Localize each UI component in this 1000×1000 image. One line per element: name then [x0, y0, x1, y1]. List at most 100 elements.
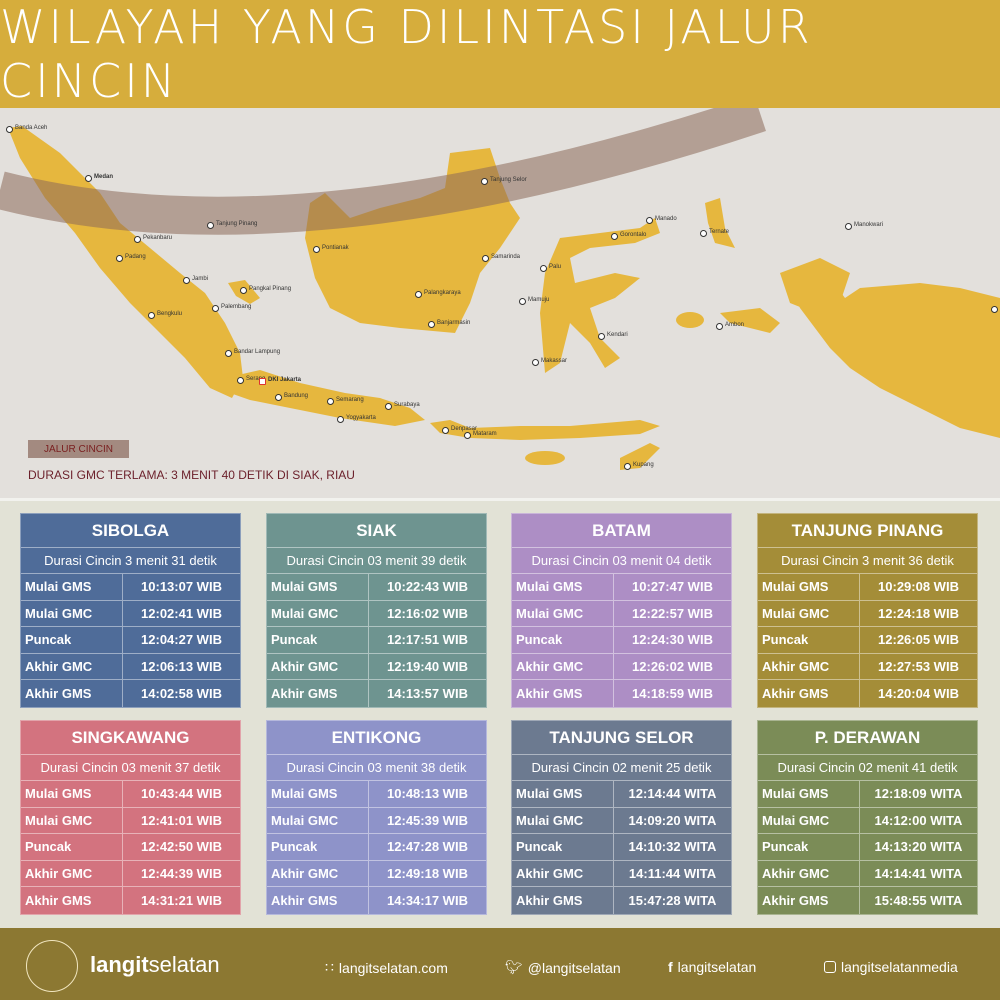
facebook-link[interactable]: f langitselatan [668, 959, 756, 975]
table-row: Puncak 12:04:27 WIB [21, 627, 240, 654]
phase-label: Akhir GMS [758, 680, 860, 707]
city-label: Samarinda [491, 254, 521, 260]
city-marker-icon [212, 305, 219, 312]
phase-time: 12:26:02 WIB [632, 659, 713, 675]
city-marker-icon [845, 223, 852, 230]
phase-time: 12:24:18 WIB [878, 605, 959, 621]
city-marker-icon [134, 236, 141, 243]
ring-duration: Durasi Cincin 02 menit 25 detik [512, 755, 731, 781]
city-marker-icon [464, 432, 471, 439]
table-row: Puncak 14:10:32 WITA [512, 834, 731, 861]
city-label: Ambon [725, 322, 745, 328]
table-row: Akhir GMC 12:19:40 WIB [267, 653, 486, 681]
twitter-icon: 🐦︎ [505, 959, 523, 975]
ring-duration: Durasi Cincin 02 menit 41 detik [758, 755, 977, 781]
facebook-text: langitselatan [677, 959, 757, 975]
phase-time: 12:49:18 WIB [387, 866, 468, 882]
seram [720, 308, 780, 333]
city-marker-icon [240, 287, 247, 294]
phase-label: Puncak [21, 834, 123, 860]
langitselatan-logo [26, 940, 78, 992]
city-label: Jambi [192, 276, 209, 282]
phase-label: Mulai GMS [21, 781, 123, 807]
city-marker-icon [611, 233, 618, 240]
legend-ring-path: JALUR CINCIN [28, 440, 129, 458]
phase-label: Akhir GMS [21, 680, 123, 707]
phase-time: 12:22:57 WIB [632, 605, 713, 621]
phase-time: 10:27:47 WIB [632, 579, 713, 595]
phase-time: 14:11:44 WITA [628, 866, 717, 882]
phase-time: 14:31:21 WIB [141, 893, 222, 909]
phase-time: 14:20:04 WIB [878, 686, 959, 702]
city-label: DKI Jakarta [268, 377, 302, 383]
location-table: P. DERAWAN Durasi Cincin 02 menit 41 deti… [757, 720, 978, 915]
table-row: Akhir GMC 12:26:02 WIB [512, 653, 731, 681]
city-marker-icon [646, 217, 653, 224]
instagram-link[interactable]: langitselatanmedia [824, 959, 958, 975]
location-name: SINGKAWANG [21, 721, 240, 755]
phase-time: 12:44:39 WIB [141, 866, 222, 882]
city-marker-icon [6, 126, 13, 133]
maluku [705, 198, 735, 248]
city-label: Banda Aceh [15, 125, 48, 131]
city-label: Palu [549, 264, 562, 270]
phase-time: 12:26:05 WIB [878, 632, 959, 648]
phase-label: Akhir GMS [512, 887, 614, 914]
website-link[interactable]: ∷ langitselatan.com [325, 959, 448, 976]
table-row: Mulai GMC 12:22:57 WIB [512, 600, 731, 628]
phase-label: Mulai GMC [758, 807, 860, 834]
phase-time: 14:34:17 WIB [387, 893, 468, 909]
city-label: Tanjung Pinang [216, 221, 258, 227]
phase-label: Akhir GMC [267, 653, 369, 680]
city-label: Yogyakarta [346, 415, 376, 421]
landmass [8, 126, 1000, 470]
table-row: Akhir GMS 14:18:59 WIB [512, 680, 731, 707]
phase-label: Mulai GMS [758, 781, 860, 807]
map-graphic [0, 108, 1000, 470]
phase-time: 12:24:30 WIB [632, 632, 713, 648]
phase-time: 10:48:13 WIB [387, 786, 468, 802]
phase-time: 12:42:50 WIB [141, 839, 222, 855]
phase-time: 10:22:43 WIB [387, 579, 468, 595]
phase-label: Akhir GMC [512, 860, 614, 887]
city-label: Gorontalo [620, 232, 647, 238]
twitter-text: @langitselatan [527, 959, 621, 976]
phase-label: Mulai GMC [21, 807, 123, 834]
phase-label: Mulai GMC [512, 600, 614, 627]
phase-label: Mulai GMC [512, 807, 614, 834]
phase-label: Mulai GMC [267, 807, 369, 834]
phase-label: Mulai GMC [21, 600, 123, 627]
phase-label: Mulai GMS [21, 574, 123, 600]
city-label: Palembang [221, 304, 252, 310]
table-row: Akhir GMS 14:20:04 WIB [758, 680, 977, 707]
phase-label: Akhir GMS [512, 680, 614, 707]
table-row: Mulai GMS 10:43:44 WIB [21, 781, 240, 808]
phase-label: Puncak [758, 627, 860, 653]
phase-time: 12:16:02 WIB [387, 605, 468, 621]
twitter-link[interactable]: 🐦︎ @langitselatan [505, 959, 621, 976]
table-row: Akhir GMS 14:13:57 WIB [267, 680, 486, 707]
table-row: Akhir GMS 15:48:55 WITA [758, 887, 977, 914]
phase-label: Puncak [512, 834, 614, 860]
table-row: Akhir GMC 12:27:53 WIB [758, 653, 977, 681]
ring-duration: Durasi Cincin 03 menit 04 detik [512, 548, 731, 574]
city-marker-icon [385, 403, 392, 410]
ring-duration: Durasi Cincin 03 menit 38 detik [267, 755, 486, 781]
phase-label: Mulai GMC [267, 600, 369, 627]
location-table: SINGKAWANG Durasi Cincin 03 menit 37 deti… [20, 720, 241, 915]
city-label: Palangkaraya [424, 290, 461, 296]
phase-time: 12:45:39 WIB [387, 812, 468, 828]
table-row: Akhir GMC 12:49:18 WIB [267, 860, 486, 888]
location-name: P. DERAWAN [758, 721, 977, 755]
divider [0, 498, 1000, 501]
city-marker-icon [116, 255, 123, 262]
city-label: Kupang [633, 462, 654, 468]
location-table: TANJUNG PINANG Durasi Cincin 3 menit 36 d… [757, 513, 978, 708]
table-row: Akhir GMC 12:06:13 WIB [21, 653, 240, 681]
phase-time: 10:13:07 WIB [141, 579, 222, 595]
ring-duration: Durasi Cincin 03 menit 37 detik [21, 755, 240, 781]
phase-time: 12:04:27 WIB [141, 632, 222, 648]
table-row: Mulai GMS 10:29:08 WIB [758, 574, 977, 601]
city-label: Bengkulu [157, 311, 183, 317]
location-name: SIAK [267, 514, 486, 548]
